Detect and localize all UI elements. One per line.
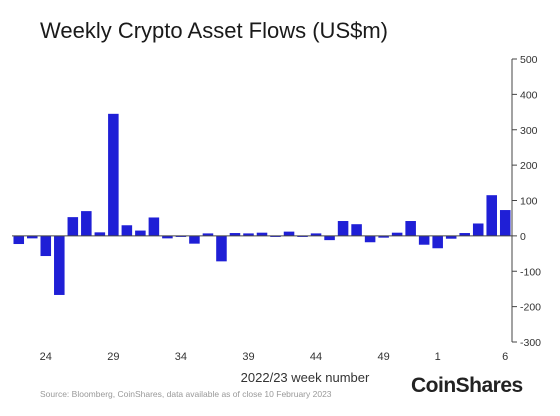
bar-week-42 xyxy=(283,231,295,236)
y-tick-label-0: 0 xyxy=(520,231,526,243)
bar-week-2 xyxy=(445,235,457,239)
bar-week-28 xyxy=(94,232,106,236)
coinshares-logo: CoinShares xyxy=(411,374,523,397)
bar-week-50 xyxy=(391,232,403,236)
bar-week-26 xyxy=(67,217,79,236)
bar-week-41 xyxy=(270,235,281,237)
x-tick-label-39: 39 xyxy=(242,351,254,363)
source-note: Source: Bloomberg, CoinShares, data avai… xyxy=(40,389,332,399)
y-tick-label--300: -300 xyxy=(520,337,541,349)
bar-week-47 xyxy=(351,224,362,236)
bar-week-48 xyxy=(364,235,376,243)
bar-week-39 xyxy=(243,233,254,236)
bar-week-46 xyxy=(337,221,349,236)
y-tick-label-400: 400 xyxy=(520,89,538,101)
bar-week-25 xyxy=(54,235,65,295)
bar-week-45 xyxy=(324,235,335,241)
x-tick-label-49: 49 xyxy=(377,351,389,363)
bar-week-36 xyxy=(202,233,214,236)
bar-week-51 xyxy=(405,221,416,236)
bar-week-44 xyxy=(310,233,322,236)
y-tick-label-100: 100 xyxy=(520,196,538,208)
bar-week-33 xyxy=(162,235,173,239)
bar-week-52 xyxy=(418,235,430,245)
bar-week-38 xyxy=(229,233,241,236)
bar-week-49 xyxy=(378,235,389,238)
y-tick-label--100: -100 xyxy=(520,266,541,278)
x-tick-label-1: 1 xyxy=(435,351,441,363)
bar-week-37 xyxy=(216,235,227,262)
bar-week-43 xyxy=(297,235,308,237)
bar-week-27 xyxy=(81,211,92,236)
bar-week-34 xyxy=(175,235,187,237)
x-tick-label-44: 44 xyxy=(310,351,322,363)
y-tick-label--200: -200 xyxy=(520,302,541,314)
bar-week-22 xyxy=(13,235,25,245)
bar-week-6 xyxy=(499,210,511,236)
bar-week-32 xyxy=(148,217,160,236)
x-tick-label-34: 34 xyxy=(175,351,187,363)
bar-week-30 xyxy=(121,225,133,236)
bar-week-35 xyxy=(189,235,200,244)
bar-week-23 xyxy=(27,235,38,239)
bar-week-24 xyxy=(40,235,52,257)
x-tick-label-24: 24 xyxy=(40,351,52,363)
chart-title: Weekly Crypto Asset Flows (US$m) xyxy=(40,18,389,43)
x-tick-label-29: 29 xyxy=(107,351,119,363)
y-tick-label-500: 500 xyxy=(520,54,538,66)
bar-week-1 xyxy=(432,235,443,249)
y-tick-label-200: 200 xyxy=(520,160,538,172)
bar-week-4 xyxy=(472,223,484,236)
bar-week-3 xyxy=(459,233,470,236)
bar-week-40 xyxy=(256,232,268,236)
bar-week-5 xyxy=(486,195,497,236)
bar-week-29 xyxy=(108,113,119,236)
x-tick-label-6: 6 xyxy=(502,351,508,363)
bar-week-31 xyxy=(135,230,146,236)
x-axis-label: 2022/23 week number xyxy=(240,370,370,385)
y-tick-label-300: 300 xyxy=(520,125,538,137)
